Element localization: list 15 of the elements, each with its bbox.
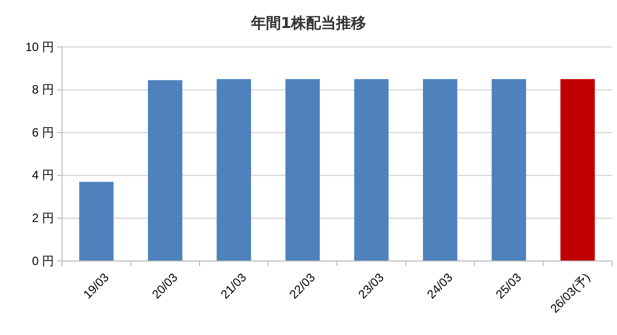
y-tick-label: 2 円 [32,211,54,226]
y-tick-label: 6 円 [32,125,54,140]
chart-title: 年間1株配当推移 [250,14,366,32]
y-tick-label: 4 円 [32,168,54,182]
bar [285,79,320,261]
bar [492,79,526,261]
y-tick-label: 8 円 [32,82,54,97]
bar [79,182,114,261]
bar [560,79,595,261]
bar [422,79,458,261]
bar [354,79,389,261]
bar [148,80,182,261]
bar [216,79,252,261]
y-tick-label: 10 円 [25,40,54,54]
y-tick-label: 0 円 [32,254,54,268]
